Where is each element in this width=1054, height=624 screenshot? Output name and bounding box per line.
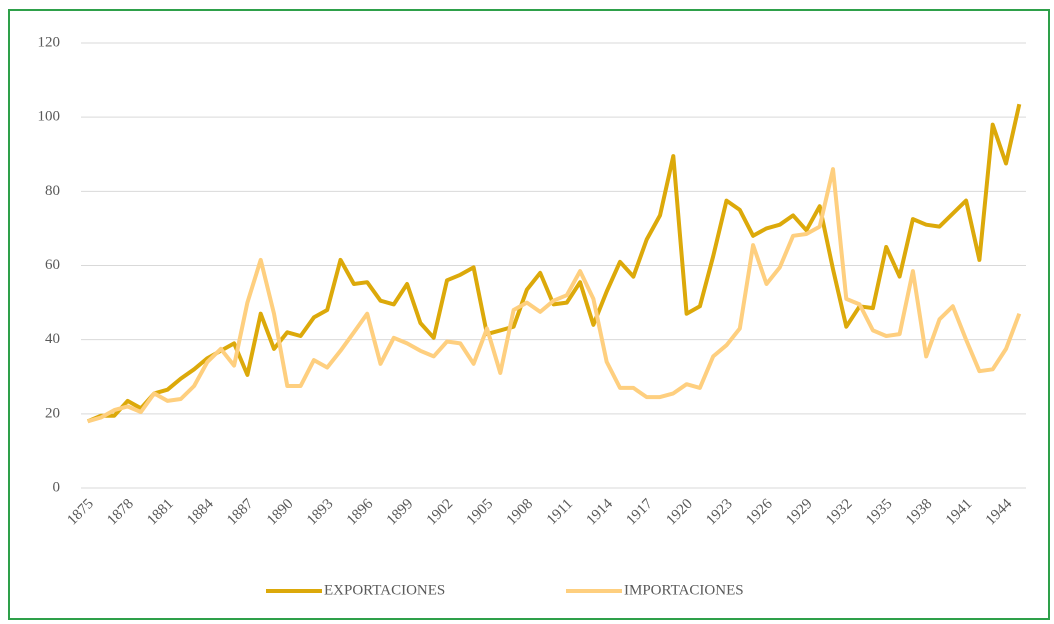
y-tick-label: 120 — [38, 34, 61, 50]
chart-frame — [8, 9, 1050, 620]
y-tick-label: 60 — [45, 257, 60, 273]
y-tick-label: 0 — [53, 479, 61, 495]
legend-label: EXPORTACIONES — [324, 582, 445, 598]
y-tick-label: 80 — [45, 183, 60, 199]
legend-label: IMPORTACIONES — [624, 582, 744, 598]
y-tick-label: 100 — [38, 109, 61, 125]
y-tick-label: 40 — [45, 331, 60, 347]
y-tick-label: 20 — [45, 405, 60, 421]
series-line — [86, 103, 1022, 424]
series-line — [87, 167, 1022, 424]
